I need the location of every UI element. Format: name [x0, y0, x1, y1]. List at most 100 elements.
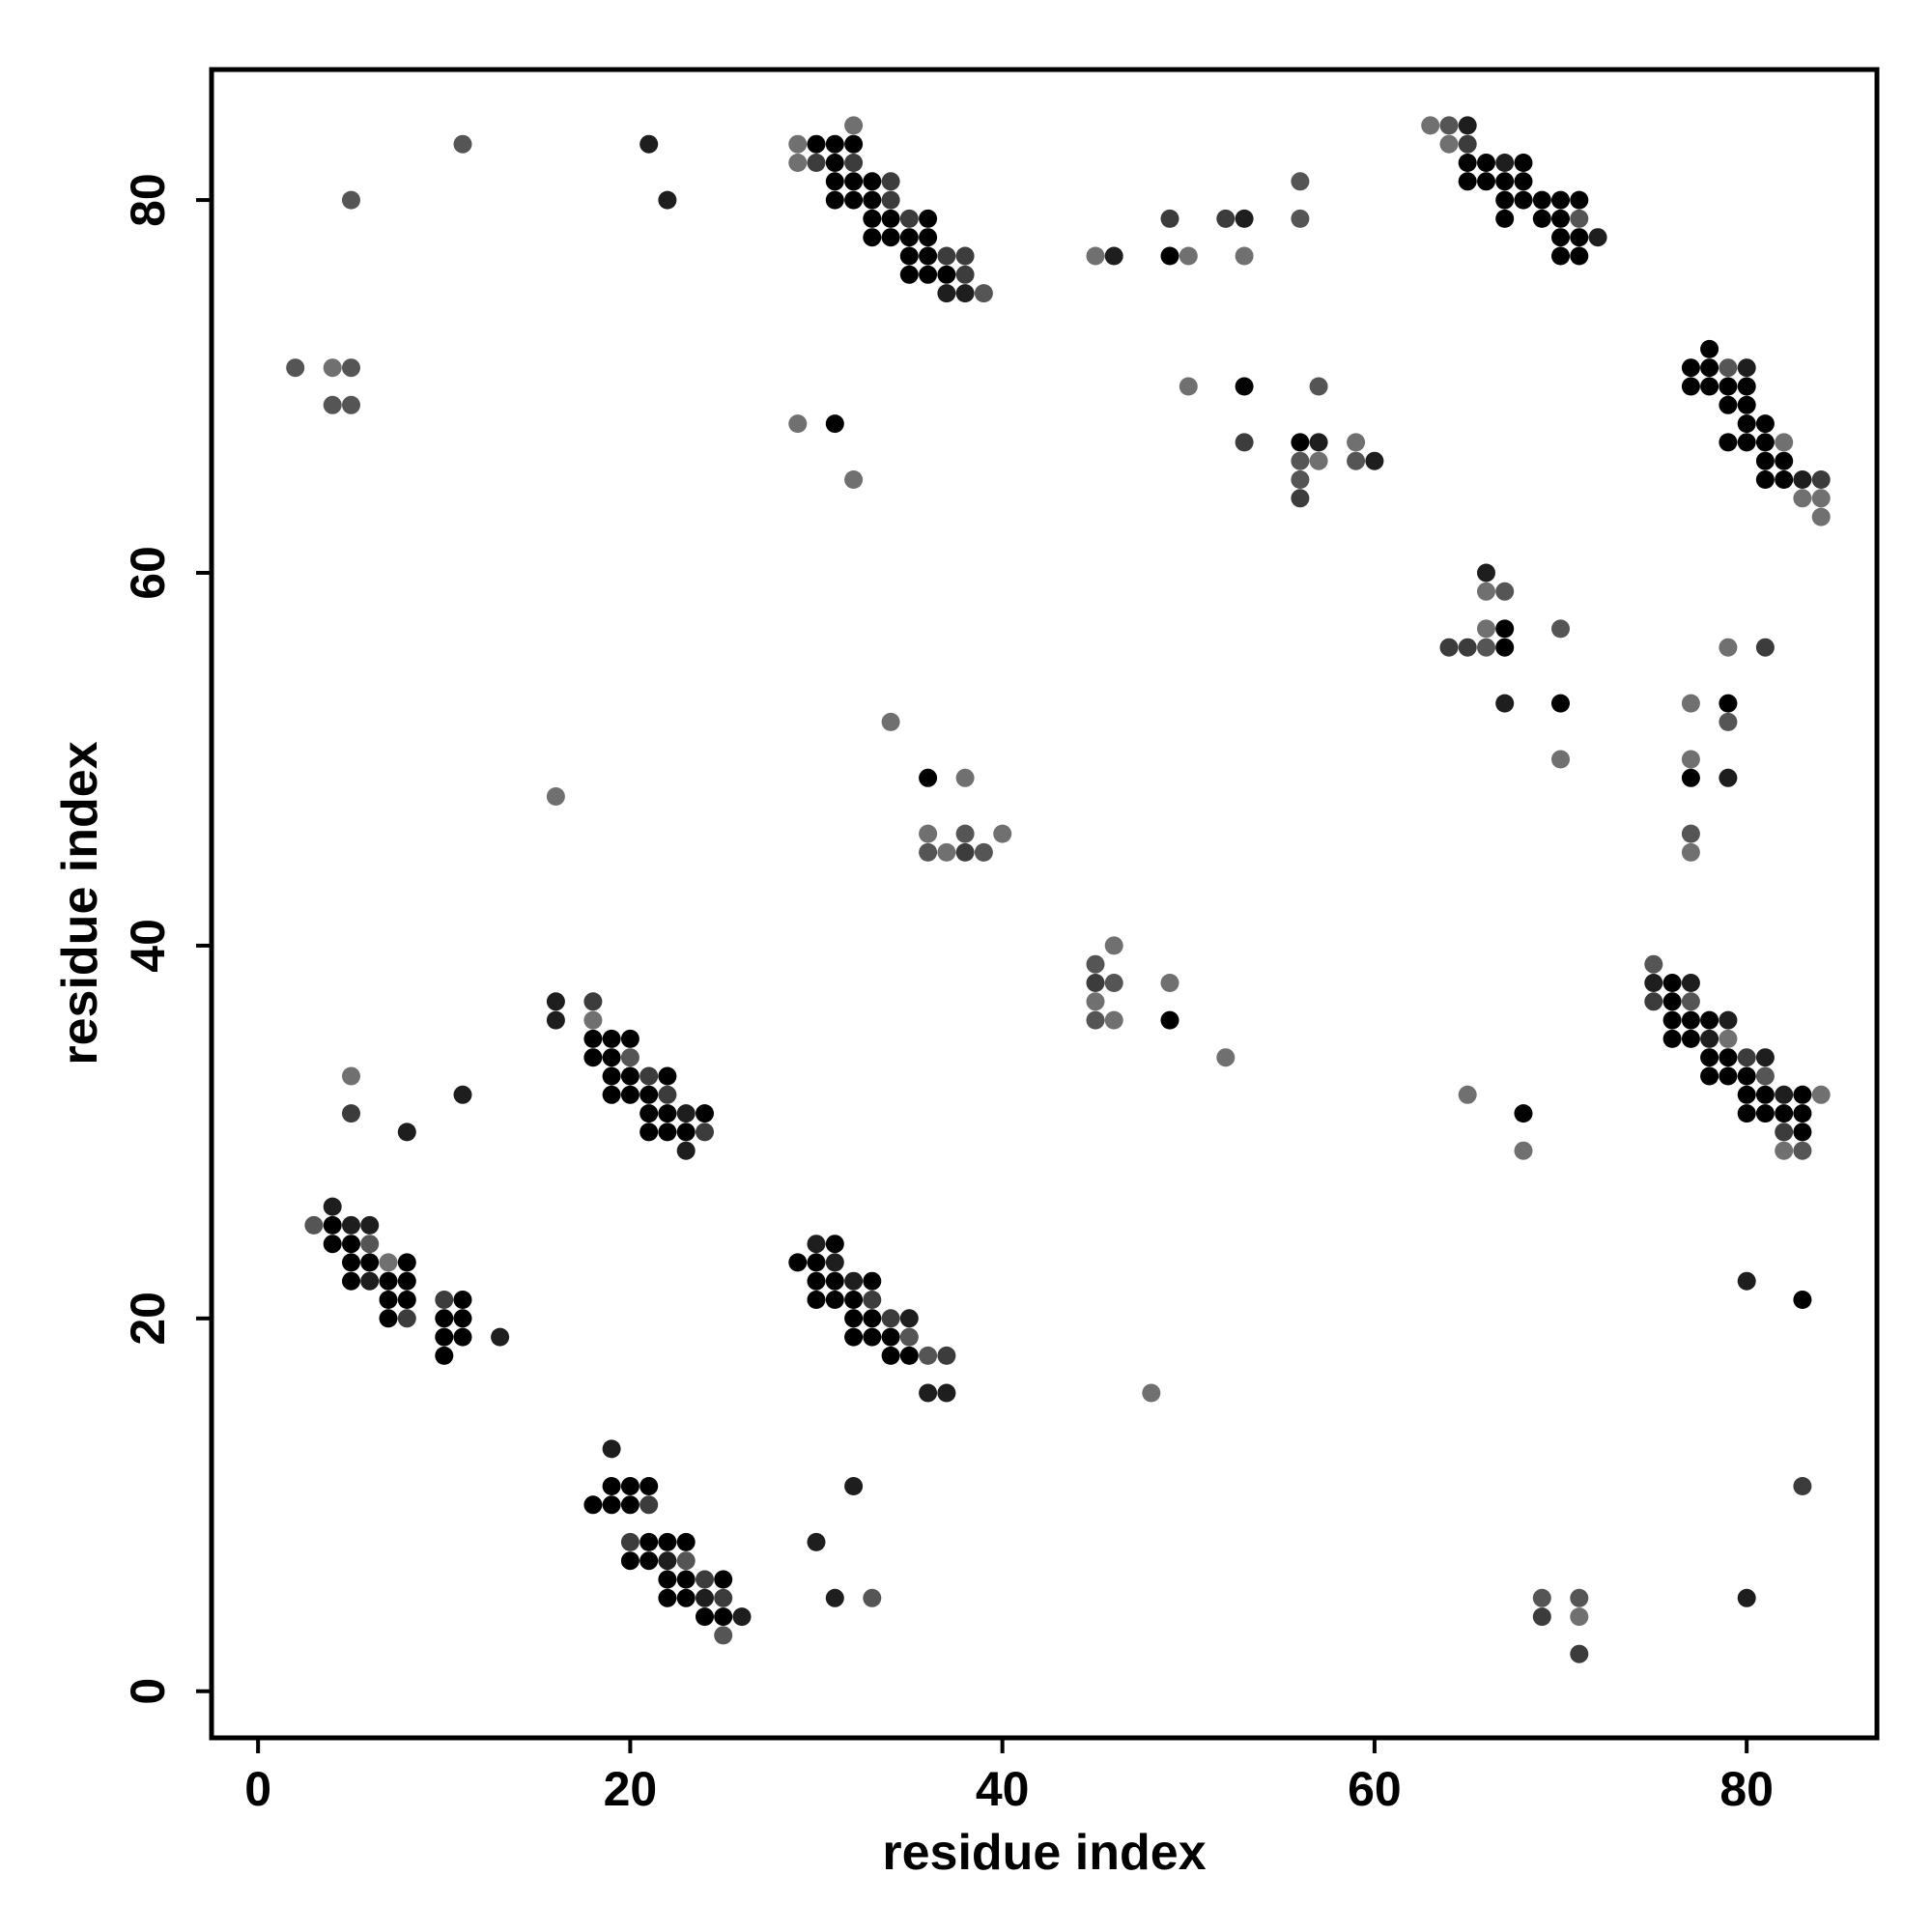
data-point	[1495, 694, 1515, 713]
data-point	[342, 358, 360, 378]
data-point	[863, 1327, 882, 1347]
data-point	[1644, 992, 1663, 1011]
data-point	[1737, 414, 1756, 434]
data-point	[899, 209, 919, 228]
data-point	[1458, 1085, 1477, 1104]
data-point	[602, 1495, 621, 1515]
data-point	[1570, 228, 1589, 247]
data-point	[1458, 172, 1477, 191]
data-point	[844, 1477, 864, 1495]
data-point	[1700, 358, 1719, 378]
data-point	[620, 1085, 639, 1104]
data-point	[360, 1235, 380, 1254]
data-point	[863, 1271, 882, 1291]
data-point	[937, 265, 956, 284]
data-point	[1681, 1029, 1700, 1048]
data-point	[1551, 246, 1570, 266]
data-point	[1570, 190, 1589, 210]
data-point	[1309, 377, 1328, 396]
data-point	[1142, 1383, 1161, 1403]
data-point	[1700, 1066, 1719, 1086]
data-point	[1681, 768, 1700, 787]
data-point	[899, 1309, 919, 1328]
data-point	[732, 1607, 752, 1627]
data-point	[286, 358, 305, 378]
data-point	[1775, 1122, 1794, 1142]
x-axis-title: residue index	[882, 1825, 1206, 1881]
data-point	[546, 787, 565, 806]
data-point	[676, 1570, 696, 1589]
data-point	[788, 134, 808, 154]
data-point	[342, 1271, 360, 1291]
data-point	[1477, 619, 1495, 639]
data-point	[807, 134, 826, 154]
data-point	[974, 284, 993, 303]
data-point	[1514, 172, 1533, 191]
data-point	[825, 1271, 844, 1291]
data-point	[453, 1085, 472, 1104]
data-point	[1737, 377, 1756, 396]
data-point	[1811, 470, 1831, 489]
data-point	[1291, 470, 1310, 489]
data-point	[863, 1588, 882, 1607]
data-point	[1719, 638, 1738, 657]
data-point	[919, 842, 938, 862]
data-point	[1570, 1588, 1589, 1607]
data-point	[1291, 489, 1310, 508]
data-point	[1458, 116, 1477, 135]
data-point	[1291, 433, 1310, 452]
data-point	[583, 1029, 603, 1048]
data-point	[1737, 1085, 1756, 1104]
data-point	[863, 1309, 882, 1328]
data-point	[360, 1253, 380, 1272]
data-point	[1644, 954, 1663, 974]
x-axis: 0 20 40 60 80	[244, 1738, 1774, 1816]
data-point	[937, 1383, 956, 1403]
data-point	[1719, 712, 1738, 731]
data-point	[696, 1588, 714, 1607]
data-point	[844, 134, 864, 154]
data-point	[1737, 358, 1756, 378]
data-point	[1755, 1048, 1775, 1067]
data-point	[1160, 1010, 1179, 1030]
data-point	[397, 1309, 416, 1328]
data-point	[844, 1327, 864, 1347]
data-point	[639, 1551, 659, 1571]
data-point	[937, 284, 956, 303]
data-point	[937, 246, 956, 266]
data-point	[1570, 1607, 1589, 1627]
data-point	[807, 1291, 826, 1309]
data-point	[844, 116, 864, 135]
data-point	[807, 1253, 826, 1272]
data-point	[397, 1253, 416, 1272]
data-point	[1737, 1271, 1756, 1291]
data-point	[602, 1085, 621, 1104]
data-point	[825, 190, 844, 210]
data-point	[620, 1495, 639, 1515]
data-point	[1719, 395, 1738, 414]
y-tick-label: 60	[121, 546, 175, 600]
data-point	[1719, 358, 1738, 378]
data-point	[1495, 582, 1515, 601]
data-point	[1235, 377, 1254, 396]
data-point	[1235, 433, 1254, 452]
data-point	[491, 1327, 510, 1347]
data-point	[1309, 433, 1328, 452]
data-point	[639, 1122, 659, 1142]
data-point	[1681, 377, 1700, 396]
data-point	[620, 1532, 639, 1551]
data-point	[602, 1029, 621, 1048]
data-point	[825, 1291, 844, 1309]
data-point	[1700, 1048, 1719, 1067]
data-point	[1811, 489, 1831, 508]
data-point	[1347, 433, 1366, 452]
data-point	[807, 1235, 826, 1254]
data-point	[825, 172, 844, 191]
data-point	[1104, 1010, 1123, 1030]
data-point	[658, 1066, 677, 1086]
y-axis: 0 20 40 60 80	[121, 173, 212, 1705]
data-point	[825, 154, 844, 172]
data-point	[1737, 1066, 1756, 1086]
data-point	[1439, 134, 1459, 154]
data-point	[453, 1327, 472, 1347]
